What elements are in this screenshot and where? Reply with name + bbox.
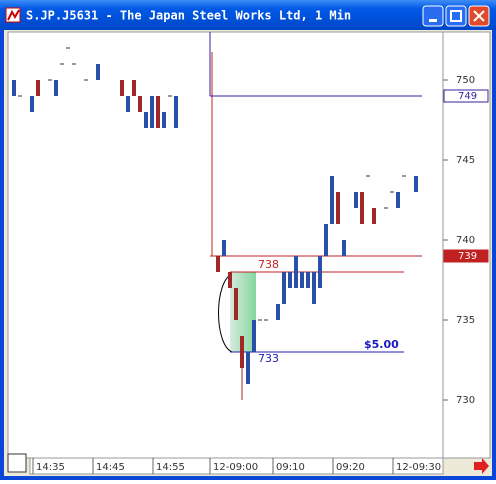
candle-body <box>318 256 322 288</box>
candle-body <box>306 272 310 288</box>
candle-body <box>342 240 346 256</box>
candle-body <box>288 272 292 288</box>
candle-body <box>294 256 298 288</box>
price-tag <box>443 249 489 263</box>
candle-body <box>372 208 376 224</box>
price-tag-label: 739 <box>458 251 477 262</box>
window-title: S.JP.J5631 - The Japan Steel Works Ltd, … <box>26 9 351 23</box>
price-axis <box>442 31 491 459</box>
candle-body <box>300 272 304 288</box>
range-bracket <box>218 273 233 353</box>
candle-body <box>96 64 100 80</box>
candle-body <box>252 320 256 352</box>
candle-body <box>174 96 178 128</box>
x-tick-label: 14:55 <box>156 462 185 473</box>
candle-body <box>276 304 280 320</box>
minimize-button[interactable] <box>422 5 444 27</box>
candle-body <box>246 352 250 384</box>
x-tick-label: 09:10 <box>276 462 305 473</box>
x-tick-label: 12-09:00 <box>213 462 258 473</box>
level-label: 738 <box>258 258 279 271</box>
x-tick-label: 14:45 <box>96 462 125 473</box>
candle-body <box>282 272 286 304</box>
candle-body <box>126 96 130 112</box>
candle-body <box>144 112 148 128</box>
candle-body <box>414 176 418 192</box>
level-label: 733 <box>258 352 279 365</box>
candle-body <box>336 192 340 224</box>
range-label: $5.00 <box>364 338 399 351</box>
candle-body <box>354 192 358 208</box>
candle-body <box>222 240 226 256</box>
y-tick-label: 740 <box>456 235 475 246</box>
y-tick-label: 745 <box>456 155 475 166</box>
candle-body <box>120 80 124 96</box>
title-bar <box>0 0 496 30</box>
candle-body <box>240 336 244 368</box>
candle-body <box>12 80 16 96</box>
price-tag <box>443 89 489 103</box>
candle-body <box>360 192 364 224</box>
minimize-glyph <box>429 19 437 22</box>
y-tick-label: 750 <box>456 75 475 86</box>
candle-body <box>156 96 160 128</box>
corner-box[interactable] <box>7 453 27 473</box>
maximize-glyph <box>450 10 462 22</box>
candle-body <box>36 80 40 96</box>
x-tick-label: 09:20 <box>336 462 365 473</box>
x-tick-label: 14:35 <box>36 462 65 473</box>
time-axis <box>29 457 444 475</box>
candle-body <box>216 256 220 272</box>
x-tick-label: 12-09:30 <box>396 462 441 473</box>
close-glyph <box>473 10 485 22</box>
maximize-button[interactable] <box>445 5 467 27</box>
candle-body <box>162 112 166 128</box>
candle-body <box>150 96 154 128</box>
y-tick-label: 730 <box>456 395 475 406</box>
y-tick-label: 735 <box>456 315 475 326</box>
app-icon-glyph <box>7 9 20 21</box>
scroll-arrow[interactable] <box>474 458 489 474</box>
candle-body <box>54 80 58 96</box>
candle-body <box>30 96 34 112</box>
window-buttons[interactable] <box>422 5 490 27</box>
price-tag-label: 749 <box>458 91 477 102</box>
candle-body <box>330 176 334 224</box>
candle-body <box>132 80 136 96</box>
candle-body <box>396 192 400 208</box>
candle-body <box>312 272 316 304</box>
candle-body <box>138 96 142 112</box>
candle-body <box>234 288 238 320</box>
candle-body <box>324 224 328 256</box>
candle-body <box>228 272 232 288</box>
